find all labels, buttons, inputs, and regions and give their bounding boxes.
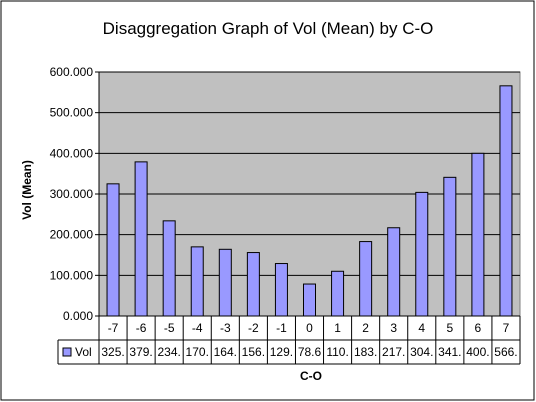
x-tick-label: 4: [418, 321, 425, 335]
x-tick-label: -1: [276, 321, 287, 335]
y-tick-label: 500.000: [50, 106, 94, 120]
x-axis-title: C-O: [300, 369, 322, 383]
y-tick-label: 0.000: [63, 309, 93, 323]
bar: [303, 283, 316, 317]
bar: [190, 246, 204, 317]
x-tick-label: 1: [334, 321, 341, 335]
data-label: 566.: [494, 345, 517, 359]
x-tick-label: -4: [192, 321, 203, 335]
data-label: 400.: [466, 345, 489, 359]
x-tick-label: 2: [362, 321, 369, 335]
bar: [106, 183, 120, 317]
data-label: 304.: [410, 345, 433, 359]
x-tick-label: 0: [306, 321, 313, 335]
bar: [134, 161, 148, 317]
y-tick-label: 200.000: [50, 228, 94, 242]
data-table: -7 -6 -5 -4 -3 -2 -1 0 1 2 3 4 5 6 7 Vol 325. 379. 234. 170…: [57, 315, 521, 365]
bar: [359, 241, 373, 317]
data-label: 156.: [242, 345, 265, 359]
bar: [246, 252, 260, 317]
legend-label: Vol: [75, 345, 92, 359]
x-tick-label: -3: [220, 321, 231, 335]
x-tick-label: -2: [248, 321, 259, 335]
y-tick-label: 300.000: [50, 187, 94, 201]
y-axis-title: Vol (Mean): [20, 160, 34, 220]
x-tick-label: 3: [390, 321, 397, 335]
bars: [106, 85, 513, 317]
y-tick-label: 400.000: [50, 146, 94, 160]
bar: [274, 263, 288, 317]
chart-title: Disaggregation Graph of Vol (Mean) by C-…: [103, 19, 434, 38]
bar: [443, 176, 457, 317]
y-tick-label: 600.000: [50, 65, 94, 79]
x-tick-label: 5: [446, 321, 453, 335]
x-tick-label: -7: [108, 321, 119, 335]
bar: [331, 270, 345, 317]
x-tick-label: -5: [164, 321, 175, 335]
data-label: 110.: [326, 345, 348, 359]
data-label: 341.: [438, 345, 461, 359]
legend-swatch: [62, 347, 72, 357]
bar: [387, 227, 401, 317]
bar: [162, 220, 176, 317]
data-label: 217.: [382, 345, 405, 359]
bar: [415, 191, 429, 317]
data-label: 129.: [270, 345, 293, 359]
y-axis-ticks: 0.000 100.000 200.000 300.000 400.000 500.000…: [50, 65, 100, 323]
x-tick-label: 7: [503, 321, 510, 335]
y-tick-label: 100.000: [50, 268, 94, 282]
data-label: 78.6: [298, 345, 322, 359]
bar: [471, 152, 485, 317]
x-tick-label: -6: [136, 321, 147, 335]
bar: [499, 85, 513, 317]
data-label: 234.: [157, 345, 180, 359]
data-label: 170.: [186, 345, 209, 359]
data-label: 164.: [214, 345, 237, 359]
data-label: 325.: [101, 345, 124, 359]
bar: [218, 248, 232, 317]
data-label: 183.: [354, 345, 377, 359]
x-tick-label: 6: [475, 321, 482, 335]
data-label: 379.: [129, 345, 152, 359]
